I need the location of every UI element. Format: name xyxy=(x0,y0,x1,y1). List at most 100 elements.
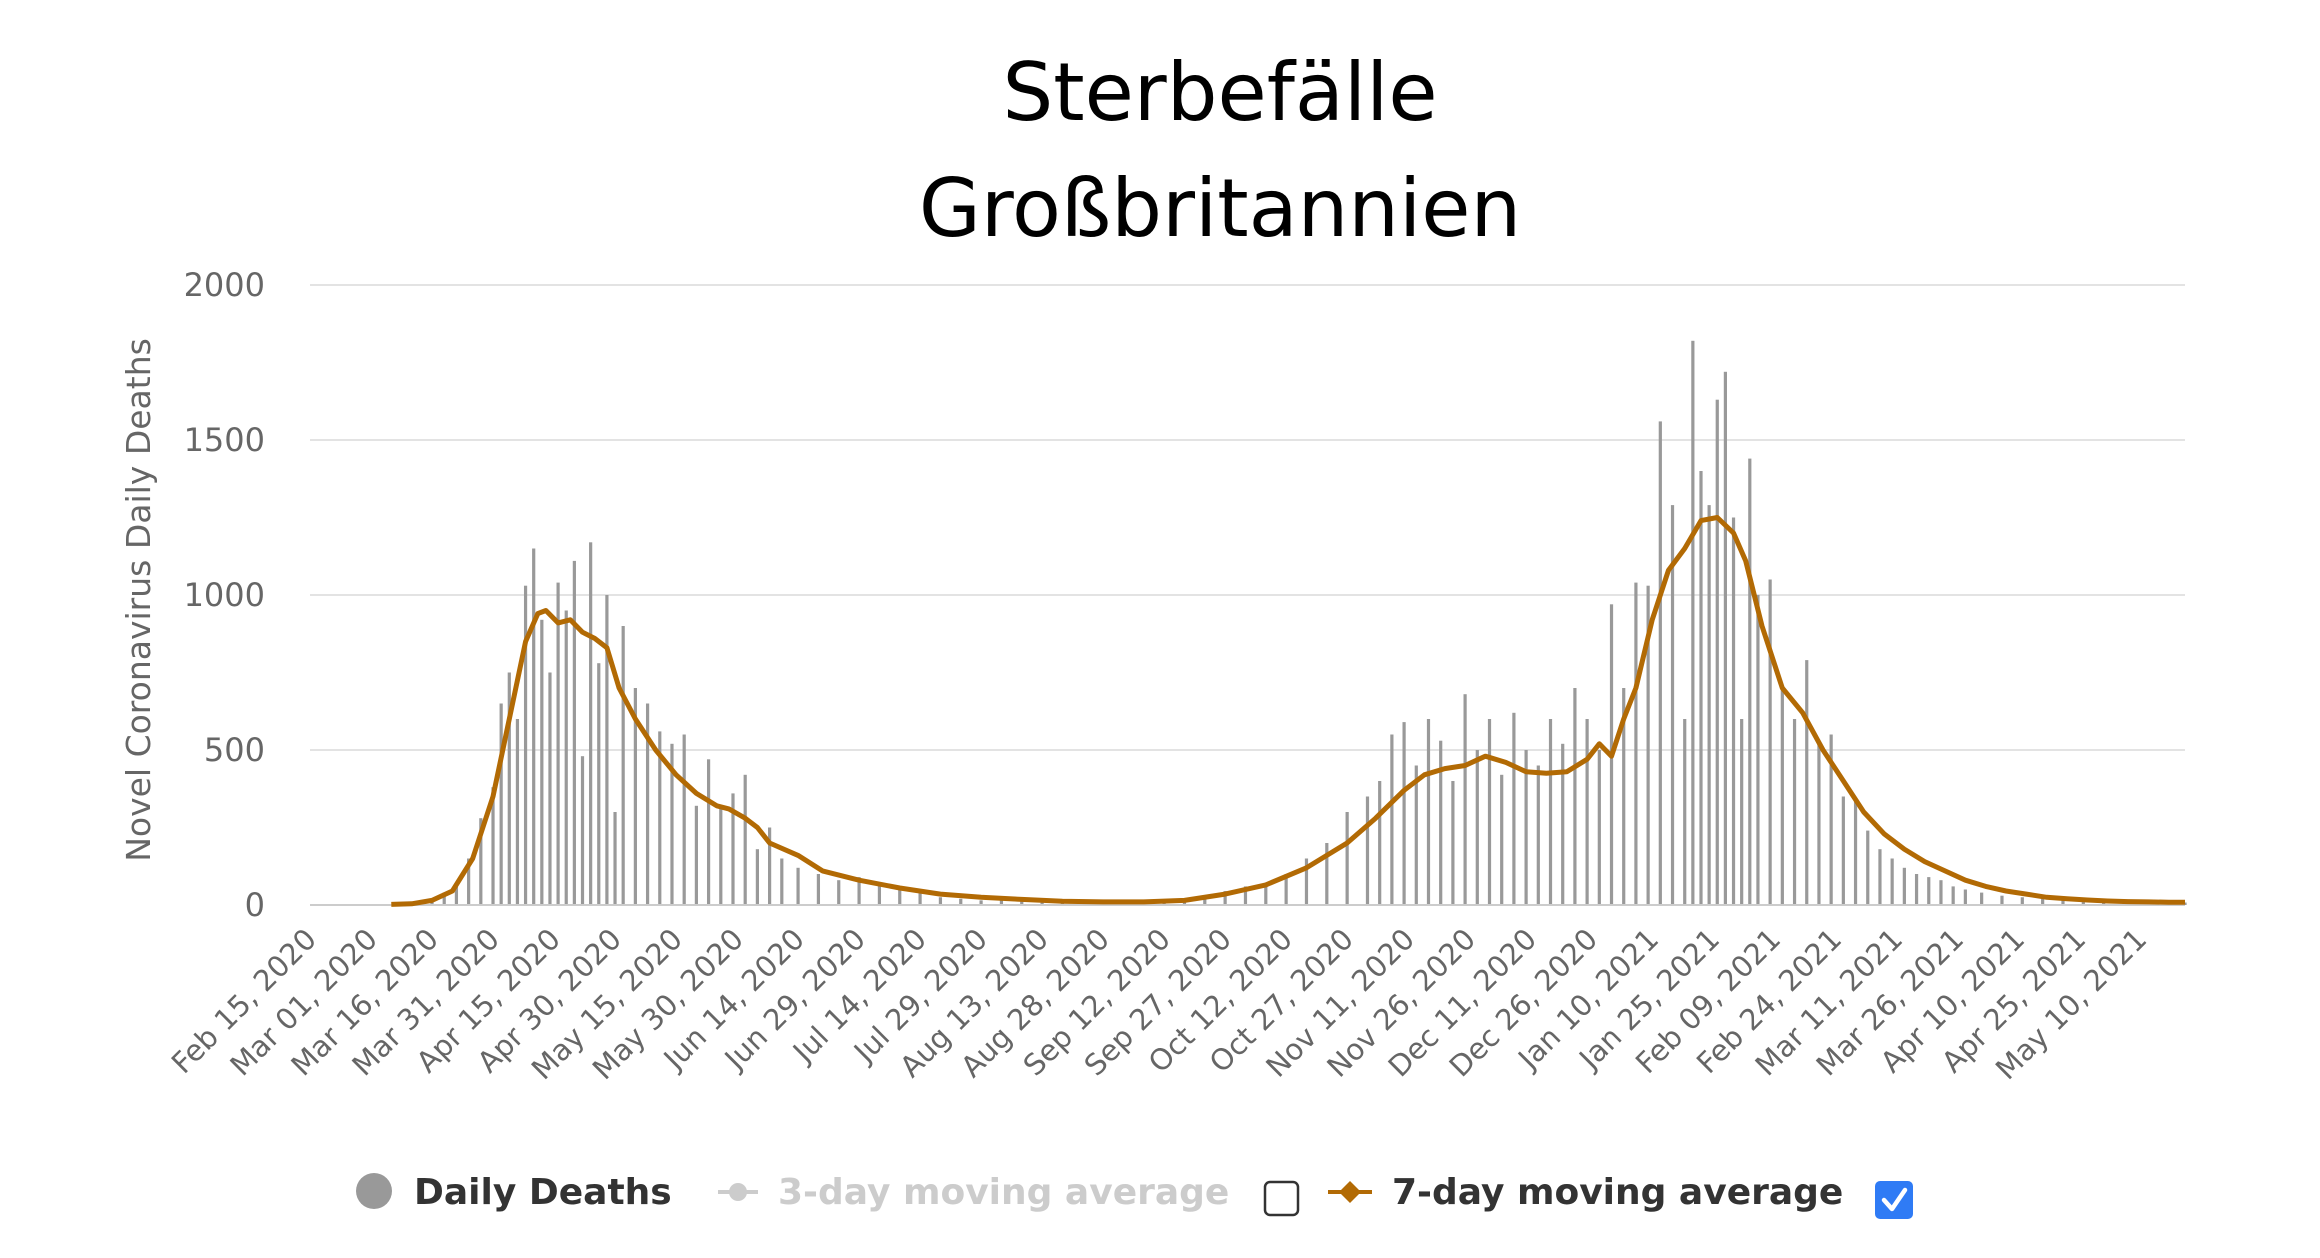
daily-deaths-bar[interactable] xyxy=(621,626,625,905)
daily-deaths-bar[interactable] xyxy=(780,858,784,906)
daily-deaths-bar[interactable] xyxy=(572,560,576,905)
daily-deaths-bar[interactable] xyxy=(1223,891,1227,905)
daily-deaths-bar[interactable] xyxy=(706,759,711,905)
daily-deaths-bar[interactable] xyxy=(1439,740,1443,905)
daily-deaths-bar[interactable] xyxy=(694,805,698,905)
daily-deaths-bar[interactable] xyxy=(1463,694,1467,905)
daily-deaths-bar[interactable] xyxy=(564,610,568,906)
daily-deaths-bar[interactable] xyxy=(1243,886,1248,905)
daily-deaths-bar[interactable] xyxy=(1748,458,1752,905)
daily-deaths-bar[interactable] xyxy=(1723,371,1728,905)
daily-deaths-bar[interactable] xyxy=(877,883,882,905)
daily-deaths-bar[interactable] xyxy=(1402,722,1406,905)
daily-deaths-bar[interactable] xyxy=(898,889,902,906)
daily-deaths-bar[interactable] xyxy=(719,805,723,905)
daily-deaths-bar[interactable] xyxy=(491,787,495,905)
daily-deaths-bar[interactable] xyxy=(1561,743,1565,905)
daily-deaths-bar[interactable] xyxy=(532,548,536,906)
daily-deaths-bar[interactable] xyxy=(959,898,963,905)
daily-deaths-bar[interactable] xyxy=(1951,886,1955,905)
daily-deaths-bar[interactable] xyxy=(613,812,617,905)
daily-deaths-bar[interactable] xyxy=(2041,898,2045,905)
daily-deaths-bar[interactable] xyxy=(442,892,446,905)
daily-deaths-bar[interactable] xyxy=(1597,750,1601,905)
daily-deaths-bar[interactable] xyxy=(1451,781,1455,905)
daily-deaths-bar[interactable] xyxy=(1792,719,1797,905)
daily-deaths-bar[interactable] xyxy=(2000,895,2004,905)
daily-deaths-bar[interactable] xyxy=(1817,740,1821,905)
legend-item-daily-deaths[interactable]: Daily Deaths xyxy=(356,1172,672,1213)
daily-deaths-bar[interactable] xyxy=(1500,774,1504,905)
daily-deaths-bar[interactable] xyxy=(1829,734,1833,906)
daily-deaths-bar[interactable] xyxy=(515,719,520,905)
daily-deaths-bar[interactable] xyxy=(454,886,459,905)
daily-deaths-bar[interactable] xyxy=(682,734,686,906)
daily-deaths-bar[interactable] xyxy=(1691,340,1695,905)
daily-deaths-bar[interactable] xyxy=(1365,796,1370,906)
daily-deaths-bar[interactable] xyxy=(1658,421,1662,905)
daily-deaths-bar[interactable] xyxy=(2061,899,2065,905)
daily-deaths-bar[interactable] xyxy=(1890,858,1894,906)
daily-deaths-bar[interactable] xyxy=(767,827,772,906)
daily-deaths-bar[interactable] xyxy=(1980,892,1984,905)
daily-deaths-bar[interactable] xyxy=(597,663,601,905)
daily-deaths-bar[interactable] xyxy=(1304,858,1309,906)
daily-deaths-bar[interactable] xyxy=(1740,719,1744,905)
checkbox-3-day-moving-average[interactable] xyxy=(1263,1180,1300,1217)
daily-deaths-bar[interactable] xyxy=(1345,812,1349,905)
daily-deaths-bar[interactable] xyxy=(1683,719,1687,905)
daily-deaths-bar[interactable] xyxy=(1878,849,1882,905)
daily-deaths-bar[interactable] xyxy=(499,703,503,906)
daily-deaths-bar[interactable] xyxy=(1699,471,1703,905)
daily-deaths-bar[interactable] xyxy=(1927,877,1931,905)
daily-deaths-bar[interactable] xyxy=(999,900,1004,905)
legend-item-3-day-moving-average[interactable]: 3-day moving average xyxy=(718,1172,1300,1217)
daily-deaths-bar[interactable] xyxy=(1203,895,1207,905)
daily-deaths-bar[interactable] xyxy=(1378,781,1382,905)
daily-deaths-bar[interactable] xyxy=(1426,719,1431,905)
daily-deaths-bar[interactable] xyxy=(743,774,747,905)
daily-deaths-bar[interactable] xyxy=(1536,765,1540,906)
daily-deaths-bar[interactable] xyxy=(979,900,983,905)
legend-item-7-day-moving-average[interactable]: 7-day moving average xyxy=(1328,1172,1913,1219)
daily-deaths-bar[interactable] xyxy=(1963,889,1967,906)
daily-deaths-bar[interactable] xyxy=(1902,867,1906,905)
daily-deaths-bar[interactable] xyxy=(580,756,585,905)
daily-deaths-bar[interactable] xyxy=(1670,505,1675,905)
daily-deaths-bar[interactable] xyxy=(645,703,650,906)
daily-deaths-bar[interactable] xyxy=(1853,799,1858,905)
daily-deaths-bar[interactable] xyxy=(1512,712,1516,905)
daily-deaths-bar[interactable] xyxy=(633,688,637,905)
daily-deaths-bar[interactable] xyxy=(1325,843,1329,905)
daily-deaths-bar[interactable] xyxy=(1573,688,1577,905)
daily-deaths-bar[interactable] xyxy=(731,793,735,905)
daily-deaths-bar[interactable] xyxy=(523,585,528,905)
daily-deaths-bar[interactable] xyxy=(540,619,544,905)
daily-deaths-bar[interactable] xyxy=(658,731,662,905)
daily-deaths-bar[interactable] xyxy=(816,874,821,905)
daily-deaths-bar[interactable] xyxy=(1020,901,1024,905)
daily-deaths-bar[interactable] xyxy=(605,595,609,905)
daily-deaths-bar[interactable] xyxy=(1634,582,1638,905)
daily-deaths-bar[interactable] xyxy=(1707,505,1711,905)
daily-deaths-bar[interactable] xyxy=(1914,874,1919,905)
daily-deaths-bar[interactable] xyxy=(1805,660,1809,905)
daily-deaths-bar[interactable] xyxy=(1731,517,1736,906)
daily-deaths-bar[interactable] xyxy=(1284,874,1288,905)
daily-deaths-bar[interactable] xyxy=(1756,595,1760,905)
daily-deaths-bar[interactable] xyxy=(1646,585,1650,905)
daily-deaths-bar[interactable] xyxy=(755,849,759,905)
daily-deaths-bar[interactable] xyxy=(1768,579,1772,906)
checkbox-7-day-moving-average[interactable] xyxy=(1875,1181,1913,1219)
daily-deaths-bar[interactable] xyxy=(479,818,483,905)
daily-deaths-bar[interactable] xyxy=(1780,688,1784,905)
daily-deaths-bar[interactable] xyxy=(1841,796,1845,906)
daily-deaths-bar[interactable] xyxy=(1414,765,1418,906)
daily-deaths-bar[interactable] xyxy=(837,880,841,905)
daily-deaths-bar[interactable] xyxy=(1390,734,1394,906)
daily-deaths-bar[interactable] xyxy=(589,542,593,905)
daily-deaths-bar[interactable] xyxy=(1548,719,1553,905)
daily-deaths-bar[interactable] xyxy=(548,672,552,906)
daily-deaths-bar[interactable] xyxy=(1040,901,1044,905)
daily-deaths-bar[interactable] xyxy=(1487,719,1492,905)
